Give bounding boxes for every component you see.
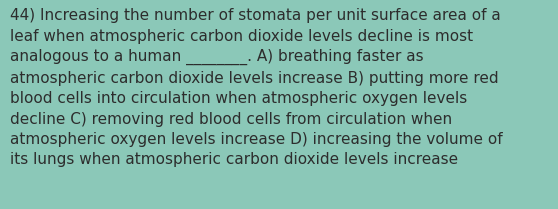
Text: 44) Increasing the number of stomata per unit surface area of a
leaf when atmosp: 44) Increasing the number of stomata per… xyxy=(10,8,503,167)
